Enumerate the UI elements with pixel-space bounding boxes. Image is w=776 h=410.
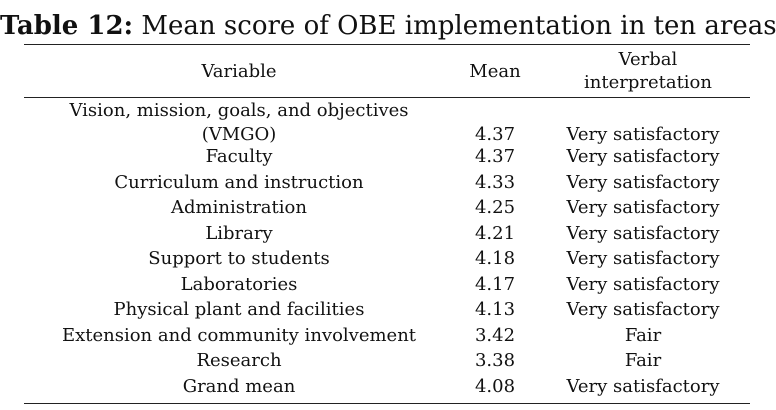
cell-mean: 4.33 <box>474 171 516 193</box>
table-row-grand-mean: Grand mean 4.08 Very satisfactory <box>24 374 750 400</box>
cell-variable: Library <box>205 222 273 244</box>
column-header-mean-label: Mean <box>469 60 521 82</box>
cell-mean: 4.25 <box>474 197 516 218</box>
column-header-variable: Variable <box>24 46 454 96</box>
table-caption-label: Table 12: <box>0 11 134 41</box>
cell-variable: Physical plant and facilities <box>113 299 365 320</box>
table-row: Extension and community involvement 3.42… <box>24 323 750 349</box>
column-header-interpretation-line1: Verbal <box>618 49 678 70</box>
cell-mean-value: 4.37 <box>474 123 516 145</box>
cell-interpretation: Fair <box>624 324 662 346</box>
column-header-variable-label: Variable <box>201 60 277 82</box>
table-row: Laboratories 4.17 Very satisfactory <box>24 272 750 298</box>
table-row: Physical plant and facilities 4.13 Very … <box>24 297 750 323</box>
cell-variable: Laboratories <box>180 273 298 295</box>
table-caption-text: Mean score of OBE implementation in ten … <box>141 11 776 41</box>
cell-interpretation: Very satisfactory <box>536 99 750 147</box>
table-header-rule <box>24 97 750 98</box>
cell-variable: Support to students <box>148 248 330 269</box>
cell-mean: 4.37 <box>454 99 536 147</box>
cell-interpretation: Fair <box>624 350 662 371</box>
cell-interpretation: Very satisfactory <box>566 197 720 218</box>
cell-variable-line1: Vision, mission, goals, and objectives <box>69 100 409 121</box>
cell-interpretation: Very satisfactory <box>566 273 720 295</box>
table-row: Administration 4.25 Very satisfactory <box>24 195 750 221</box>
cell-mean: 4.17 <box>474 273 516 295</box>
table-row: Research 3.38 Fair <box>24 348 750 374</box>
cell-interpretation: Very satisfactory <box>566 299 720 320</box>
cell-interpretation: Very satisfactory <box>566 146 720 167</box>
cell-mean: 3.38 <box>474 350 516 371</box>
cell-interpretation: Very satisfactory <box>566 248 720 269</box>
cell-variable-line2: (VMGO) <box>201 124 277 145</box>
cell-interpretation: Very satisfactory <box>566 171 720 193</box>
cell-mean: 4.08 <box>474 375 516 397</box>
table-row: Faculty 4.37 Very satisfactory <box>24 144 750 170</box>
table-bottom-rule <box>24 403 750 404</box>
table-top-rule <box>24 44 750 45</box>
table-row: Vision, mission, goals, and objectives (… <box>24 99 750 147</box>
cell-variable: Grand mean <box>182 375 296 397</box>
column-header-mean: Mean <box>454 46 536 96</box>
cell-variable: Curriculum and instruction <box>114 171 364 193</box>
cell-variable: Research <box>196 350 282 371</box>
cell-variable: Administration <box>171 197 307 218</box>
cell-mean: 4.21 <box>474 222 516 244</box>
cell-interpretation-value: Very satisfactory <box>566 123 720 145</box>
cell-mean: 3.42 <box>474 324 516 346</box>
table-row: Support to students 4.18 Very satisfacto… <box>24 246 750 272</box>
cell-interpretation: Very satisfactory <box>566 375 720 397</box>
column-header-interpretation: Verbal interpretation <box>536 46 760 96</box>
cell-mean: 4.37 <box>474 146 516 167</box>
cell-interpretation: Very satisfactory <box>566 222 720 244</box>
cell-mean: 4.13 <box>474 299 516 320</box>
table-row: Curriculum and instruction 4.33 Very sat… <box>24 170 750 196</box>
column-header-interpretation-line2: interpretation <box>583 72 712 93</box>
table-caption: Table 12: Mean score of OBE implementati… <box>0 9 776 43</box>
cell-variable: Vision, mission, goals, and objectives (… <box>24 99 454 147</box>
cell-variable: Extension and community involvement <box>61 324 417 346</box>
table-row: Library 4.21 Very satisfactory <box>24 221 750 247</box>
cell-variable: Faculty <box>205 146 273 167</box>
cell-mean: 4.18 <box>474 248 516 269</box>
table-body: Vision, mission, goals, and objectives (… <box>24 99 750 399</box>
